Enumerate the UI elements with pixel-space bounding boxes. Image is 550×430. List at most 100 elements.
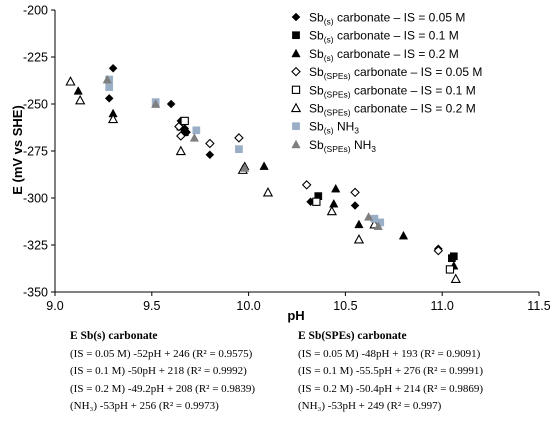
legend-label: Sb(SPEs) carbonate – IS = 0.2 M — [309, 102, 476, 118]
legend-marker — [291, 85, 301, 94]
y-tick-label: -225 — [23, 51, 48, 65]
data-point — [73, 86, 83, 95]
legend-label: Sb(s) carbonate – IS = 0.1 M — [309, 29, 459, 45]
legend-marker — [291, 12, 301, 22]
data-point — [107, 113, 119, 124]
legend-label: Sb(SPEs) carbonate – IS = 0.05 M — [309, 65, 482, 81]
y-tick-label: -200 — [23, 4, 48, 18]
legend-marker — [291, 66, 301, 77]
data-point — [235, 145, 243, 153]
legend-label-subscript: (SPEs) — [324, 71, 351, 81]
legend-label-rest: carbonate – IS = 0.05 M — [334, 11, 466, 25]
data-point — [105, 83, 114, 91]
data-point — [449, 252, 458, 261]
legend-label: Sb(s) carbonate – IS = 0.05 M — [309, 11, 465, 27]
data-point — [180, 116, 189, 126]
x-tick-label: 9.0 — [46, 299, 63, 313]
legend-marker — [291, 48, 301, 58]
equation-line: (IS = 0.05 M) -48pH + 193 (R² = 0.9091) — [298, 347, 481, 360]
legend-label-subscript: (SPEs) — [324, 89, 351, 99]
legend-label-main: Sb — [309, 83, 324, 97]
y-tick-label: -325 — [23, 239, 48, 253]
x-tick-label: 10.5 — [333, 299, 357, 313]
legend-label-subscript: 3 — [354, 126, 359, 136]
legend-label-subscript: (s) — [324, 126, 334, 136]
legend-label-rest: NH — [334, 120, 355, 134]
legend-label-subscript: (s) — [324, 35, 334, 45]
data-point — [176, 131, 186, 141]
legend-label: Sb(s) carbonate – IS = 0.2 M — [309, 47, 459, 63]
legend: Sb(s) carbonate – IS = 0.05 MSb(s) carbo… — [290, 11, 482, 154]
equation-line: (IS = 0.2 M) -50.4pH + 214 (R² = 0.9869) — [298, 382, 484, 395]
data-point — [364, 212, 374, 221]
data-point — [331, 183, 341, 193]
data-points — [65, 63, 461, 283]
data-point — [445, 265, 455, 274]
legend-marker — [292, 31, 300, 40]
legend-entry: Sb(s) carbonate – IS = 0.05 M — [291, 11, 465, 27]
equations-sb-solid: E Sb(s) carbonate (IS = 0.05 M) -52pH + … — [70, 328, 255, 416]
legend-label-rest: carbonate – IS = 0.2 M — [334, 47, 459, 61]
x-tick-label: 10.0 — [236, 299, 260, 313]
data-point — [329, 198, 339, 208]
equation-line: (IS = 0.1 M) -55.5pH + 276 (R² = 0.9991) — [298, 365, 484, 377]
data-point — [108, 63, 118, 73]
regression-equations: E Sb(s) carbonate (IS = 0.05 M) -52pH + … — [0, 328, 550, 430]
data-point — [234, 133, 244, 143]
legend-label: Sb(SPEs) NH3 — [309, 138, 376, 154]
equation-line: (IS = 0.2 M) -49.2pH + 208 (R² = 0.9839) — [70, 382, 256, 395]
data-point — [373, 221, 383, 231]
equations-heading: E Sb(SPEs) carbonate — [298, 330, 407, 342]
legend-label-subscript: 3 — [371, 144, 376, 154]
x-tick-label: 9.5 — [143, 299, 160, 313]
legend-label-subscript: (SPEs) — [324, 108, 351, 118]
legend-label: Sb(s) NH3 — [309, 120, 359, 136]
data-point — [104, 94, 114, 103]
scatter-chart: 9.0 9.5 10.0 10.5 11.0 11.5 -200 -225 -250 -275 -3… — [10, 4, 550, 324]
legend-label-rest: carbonate – IS = 0.1 M — [351, 83, 476, 97]
equation-line: (IS = 0.1 M) -50pH + 218 (R² = 0.9992) — [70, 365, 247, 377]
legend-marker — [292, 122, 300, 131]
y-tick-label: -275 — [23, 145, 48, 159]
y-tick-label: -300 — [23, 192, 48, 206]
data-point — [350, 187, 360, 198]
equations-sb-spes: E Sb(SPEs) carbonate (IS = 0.05 M) -48pH… — [298, 328, 483, 416]
tick-labels: 9.0 9.5 10.0 10.5 11.0 11.5 -200 -225 -250 -275 -3… — [23, 4, 550, 314]
series-4 — [174, 121, 444, 256]
data-point — [240, 163, 250, 172]
series-8 — [102, 74, 383, 231]
x-axis-title: pH — [287, 308, 304, 323]
data-point — [354, 219, 364, 229]
legend-entry: Sb(SPEs) carbonate – IS = 0.2 M — [290, 102, 476, 118]
legend-label-rest: NH — [351, 138, 372, 152]
data-point — [312, 197, 321, 206]
data-point — [301, 180, 312, 190]
legend-label-main: Sb — [309, 120, 324, 134]
legend-entry: Sb(s) carbonate – IS = 0.2 M — [291, 47, 459, 63]
legend-label-subscript: (s) — [324, 17, 334, 27]
data-point — [353, 234, 365, 244]
y-axis-title: E (mV vs SHE) — [10, 105, 25, 195]
legend-label-main: Sb — [309, 11, 324, 25]
series-5 — [180, 116, 455, 274]
legend-entry: Sb(SPEs) carbonate – IS = 0.1 M — [291, 83, 476, 99]
legend-entry: Sb(s) carbonate – IS = 0.1 M — [292, 29, 459, 45]
legend-marker — [291, 139, 301, 149]
data-point — [205, 150, 215, 160]
legend-label-main: Sb — [309, 65, 324, 79]
data-point — [326, 205, 337, 216]
data-point — [166, 99, 176, 109]
legend-entry: Sb(SPEs) carbonate – IS = 0.05 M — [291, 65, 482, 81]
data-point — [151, 99, 161, 108]
data-point — [175, 145, 186, 156]
legend-label-subscript: (s) — [324, 53, 334, 63]
legend-label-subscript: (SPEs) — [324, 144, 351, 154]
legend-label-rest: carbonate – IS = 0.2 M — [351, 102, 476, 116]
data-point — [189, 133, 200, 142]
x-tick-label: 11.0 — [430, 299, 453, 313]
equation-line: (NH₃) -53pH + 256 (R² = 0.9973) — [70, 400, 219, 412]
equation-line: (NH₃) -53pH + 249 (R² = 0.997) — [298, 400, 442, 412]
data-point — [192, 126, 201, 135]
legend-label: Sb(SPEs) carbonate – IS = 0.1 M — [309, 83, 476, 99]
x-tick-label: 11.5 — [527, 299, 550, 313]
